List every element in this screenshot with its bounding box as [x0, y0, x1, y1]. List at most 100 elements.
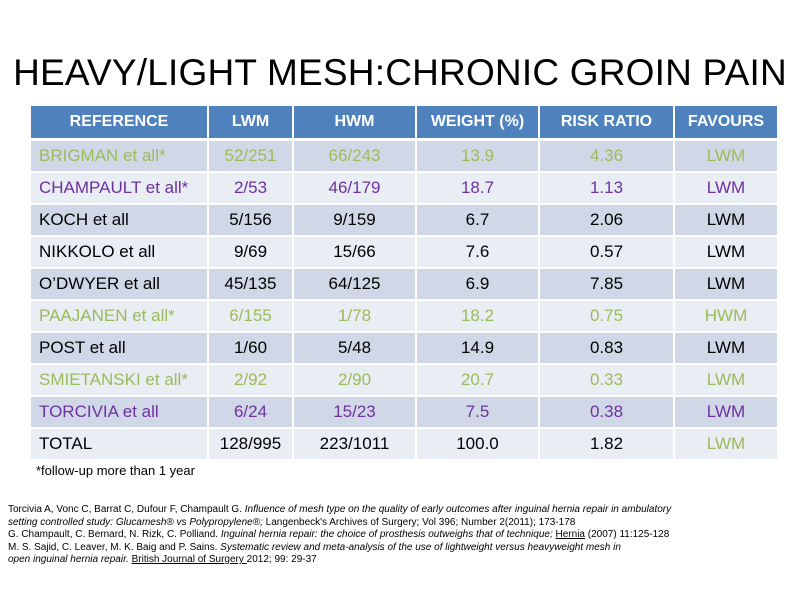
footnote: *follow-up more than 1 year — [36, 463, 195, 478]
risk-ratio-cell: 0.75 — [539, 300, 675, 333]
table-row: CHAMPAULT et all* 2/53 46/179 18.7 1.13 LWM — [31, 172, 779, 205]
risk-ratio-cell: 0.83 — [539, 332, 675, 365]
hwm-cell: 9/159 — [293, 204, 417, 237]
weight-cell: 6.7 — [416, 204, 540, 237]
favours-cell: LWM — [674, 396, 779, 429]
lwm-cell: 1/60 — [208, 332, 294, 365]
table-row: KOCH et all 5/156 9/159 6.7 2.06 LWM — [31, 204, 779, 237]
mesh-comparison-table: REFERENCE LWM HWM WEIGHT (%) RISK RATIO … — [31, 106, 779, 461]
ref-citation: (2007) 11:125-128 — [584, 529, 670, 540]
lwm-cell: 6/24 — [208, 396, 294, 429]
reference-cell: KOCH et all — [31, 204, 209, 237]
risk-ratio-cell: 0.38 — [539, 396, 675, 429]
weight-cell: 20.7 — [416, 364, 540, 397]
hwm-cell: 2/90 — [293, 364, 417, 397]
table-row: TORCIVIA et all 6/24 15/23 7.5 0.38 LWM — [31, 396, 779, 429]
risk-ratio-cell: 4.36 — [539, 139, 675, 173]
weight-cell: 7.5 — [416, 396, 540, 429]
ref-title: setting controlled study: Glucamesh® vs … — [8, 516, 263, 528]
reference-cell: TOTAL — [31, 428, 209, 461]
reference-3-line-1: M. S. Sajid, C. Leaver, M. K. Baig and P… — [8, 542, 798, 555]
lwm-cell: 9/69 — [208, 236, 294, 269]
header-weight: WEIGHT (%) — [416, 106, 540, 141]
favours-cell: LWM — [674, 172, 779, 205]
weight-cell: 18.7 — [416, 172, 540, 205]
reference-cell: O’DWYER et all — [31, 268, 209, 301]
ref-title: Systematic review and meta-analysis of t… — [220, 541, 621, 553]
reference-cell: CHAMPAULT et all* — [31, 172, 209, 205]
lwm-cell: 6/155 — [208, 300, 294, 333]
table-header-row: REFERENCE LWM HWM WEIGHT (%) RISK RATIO … — [31, 106, 779, 141]
reference-cell: POST et all — [31, 332, 209, 365]
risk-ratio-cell: 2.06 — [539, 204, 675, 237]
lwm-cell: 45/135 — [208, 268, 294, 301]
ref-title: Inguinal hernia repair: the choice of pr… — [220, 529, 553, 540]
ref-authors: M. S. Sajid, C. Leaver, M. K. Baig and P… — [8, 541, 221, 553]
weight-cell: 14.9 — [416, 332, 540, 365]
lwm-cell: 5/156 — [208, 204, 294, 237]
ref-authors: Torcivia A, Vonc C, Barrat C, Dufour F, … — [8, 504, 245, 515]
slide-title: HEAVY/LIGHT MESH:CHRONIC GROIN PAIN — [13, 52, 787, 93]
reference-1-line-1: Torcivia A, Vonc C, Barrat C, Dufour F, … — [8, 504, 798, 517]
header-lwm: LWM — [208, 106, 294, 141]
reference-cell: BRIGMAN et all* — [31, 139, 209, 173]
reference-1-line-2: setting controlled study: Glucamesh® vs … — [8, 517, 798, 530]
risk-ratio-cell: 0.57 — [539, 236, 675, 269]
hwm-cell: 64/125 — [293, 268, 417, 301]
risk-ratio-cell: 7.85 — [539, 268, 675, 301]
hwm-cell: 46/179 — [293, 172, 417, 205]
header-favours: FAVOURS — [674, 106, 779, 141]
hwm-cell: 223/1011 — [293, 428, 417, 461]
risk-ratio-cell: 0.33 — [539, 364, 675, 397]
ref-title: Influence of mesh type on the quality of… — [244, 504, 672, 515]
references: Torcivia A, Vonc C, Barrat C, Dufour F, … — [8, 504, 798, 567]
table-row: SMIETANSKI et all* 2/92 2/90 20.7 0.33 LWM — [31, 364, 779, 397]
ref-journal-link[interactable]: British Journal of Surgery — [131, 554, 247, 565]
weight-cell: 18.2 — [416, 300, 540, 333]
table-row: BRIGMAN et all* 52/251 66/243 13.9 4.36 LWM — [31, 139, 779, 173]
reference-cell: PAAJANEN et all* — [31, 300, 209, 333]
table-row: POST et all 1/60 5/48 14.9 0.83 LWM — [31, 332, 779, 365]
table-row: PAAJANEN et all* 6/155 1/78 18.2 0.75 HWM — [31, 300, 779, 333]
hwm-cell: 5/48 — [293, 332, 417, 365]
reference-cell: TORCIVIA et all — [31, 396, 209, 429]
ref-journal-link[interactable]: Hernia — [555, 529, 585, 540]
weight-cell: 13.9 — [416, 139, 540, 173]
lwm-cell: 2/53 — [208, 172, 294, 205]
lwm-cell: 128/995 — [208, 428, 294, 461]
hwm-cell: 1/78 — [293, 300, 417, 333]
ref-title: open inguinal hernia repair. — [8, 554, 129, 565]
favours-cell: LWM — [674, 236, 779, 269]
favours-cell: LWM — [674, 204, 779, 237]
hwm-cell: 15/66 — [293, 236, 417, 269]
ref-citation: 2012; 99: 29-37 — [246, 554, 317, 565]
risk-ratio-cell: 1.13 — [539, 172, 675, 205]
weight-cell: 100.0 — [416, 428, 540, 461]
reference-cell: SMIETANSKI et all* — [31, 364, 209, 397]
table-row: NIKKOLO et all 9/69 15/66 7.6 0.57 LWM — [31, 236, 779, 269]
favours-cell: LWM — [674, 364, 779, 397]
header-reference: REFERENCE — [31, 106, 209, 141]
header-risk-ratio: RISK RATIO — [539, 106, 675, 141]
lwm-cell: 2/92 — [208, 364, 294, 397]
ref-authors: G. Champault, C. Bernard, N. Rizk, C. Po… — [8, 529, 221, 540]
table-row: O’DWYER et all 45/135 64/125 6.9 7.85 LWM — [31, 268, 779, 301]
lwm-cell: 52/251 — [208, 139, 294, 173]
reference-2: G. Champault, C. Bernard, N. Rizk, C. Po… — [8, 529, 798, 542]
favours-cell: LWM — [674, 428, 779, 461]
risk-ratio-cell: 1.82 — [539, 428, 675, 461]
table-body: BRIGMAN et all* 52/251 66/243 13.9 4.36 LWM CH… — [31, 139, 779, 461]
reference-cell: NIKKOLO et all — [31, 236, 209, 269]
weight-cell: 7.6 — [416, 236, 540, 269]
hwm-cell: 66/243 — [293, 139, 417, 173]
favours-cell: LWM — [674, 139, 779, 173]
favours-cell: LWM — [674, 268, 779, 301]
table-row: TOTAL 128/995 223/1011 100.0 1.82 LWM — [31, 428, 779, 461]
hwm-cell: 15/23 — [293, 396, 417, 429]
reference-3-line-2: open inguinal hernia repair. British Jou… — [8, 554, 798, 567]
favours-cell: LWM — [674, 332, 779, 365]
favours-cell: HWM — [674, 300, 779, 333]
ref-journal: Langenbeck's Archives of Surgery; Vol 39… — [262, 516, 576, 528]
header-hwm: HWM — [293, 106, 417, 141]
weight-cell: 6.9 — [416, 268, 540, 301]
